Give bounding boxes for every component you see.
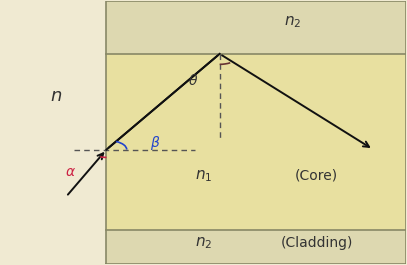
Bar: [107, 1, 406, 54]
Text: n: n: [50, 87, 61, 105]
Bar: [107, 229, 406, 264]
Text: (Core): (Core): [295, 169, 338, 183]
Text: $\beta$: $\beta$: [150, 134, 160, 152]
Text: $\alpha$: $\alpha$: [65, 165, 76, 179]
Text: $n_2$: $n_2$: [284, 14, 301, 30]
Text: (Cladding): (Cladding): [280, 236, 353, 250]
Bar: [107, 54, 406, 229]
Text: $n_2$: $n_2$: [195, 236, 212, 251]
Text: $\theta$: $\theta$: [188, 73, 199, 88]
Text: $n_1$: $n_1$: [195, 169, 212, 184]
